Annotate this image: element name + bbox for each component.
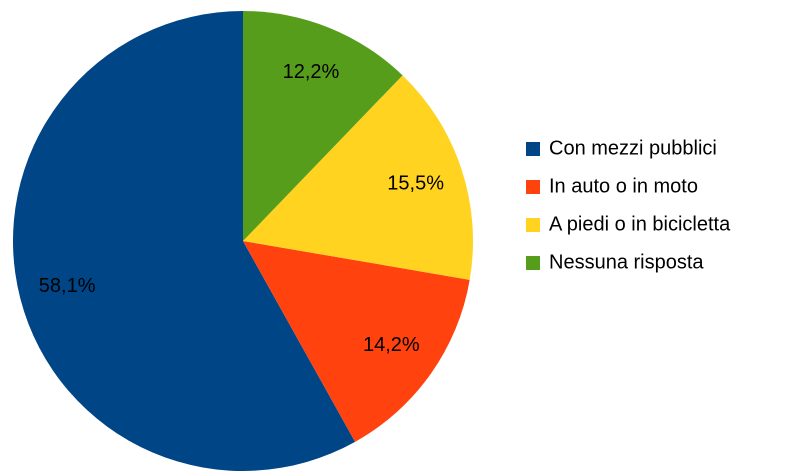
- legend-label: Con mezzi pubblici: [549, 137, 717, 159]
- legend-swatch: [526, 180, 540, 194]
- data-label: 58,1%: [39, 275, 96, 297]
- pie-slice: [243, 241, 470, 442]
- pie-slice: [243, 11, 403, 241]
- pie-slice: [12, 11, 356, 471]
- data-label: 15,5%: [387, 173, 444, 195]
- legend-swatch: [526, 142, 540, 156]
- legend-label: In auto o in moto: [549, 175, 698, 197]
- data-label: 12,2%: [283, 61, 340, 83]
- data-label: 14,2%: [363, 334, 420, 356]
- legend-swatch: [526, 256, 540, 270]
- pie-slice: [243, 75, 473, 280]
- legend-label: Nessuna risposta: [549, 251, 704, 273]
- legend-swatch: [526, 218, 540, 232]
- legend-label: A piedi o in bicicletta: [549, 213, 731, 235]
